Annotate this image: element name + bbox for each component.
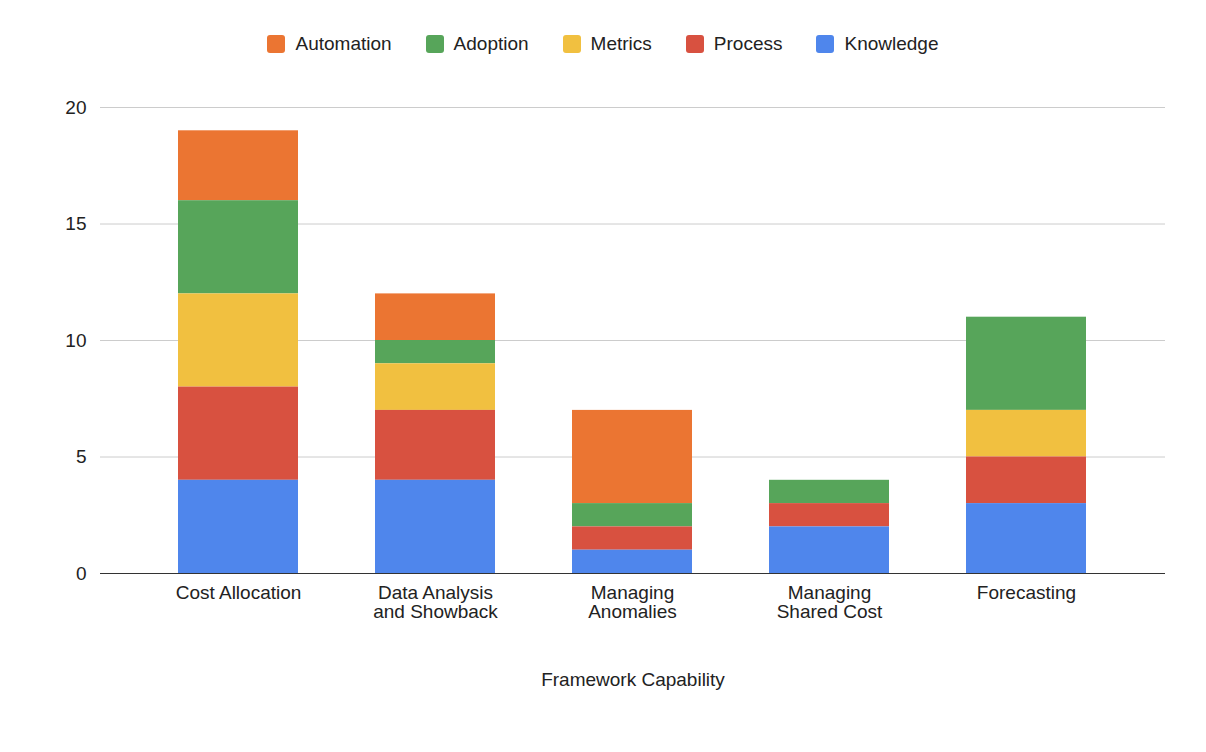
svg-text:Framework Capability: Framework Capability bbox=[541, 669, 725, 690]
svg-text:10: 10 bbox=[65, 330, 86, 351]
svg-text:Data Analysisand Showback: Data Analysisand Showback bbox=[373, 582, 498, 622]
html-text:Knowledge: Knowledge bbox=[844, 33, 939, 54]
svg-text:ManagingAnomalies: ManagingAnomalies bbox=[588, 582, 677, 622]
html-text:Process: Process bbox=[713, 33, 783, 54]
html-text:Automation: Automation bbox=[295, 33, 392, 54]
svg-text:5: 5 bbox=[76, 446, 87, 467]
svg-text:15: 15 bbox=[65, 213, 86, 234]
svg-text:ManagingShared Cost: ManagingShared Cost bbox=[777, 582, 883, 622]
svg-text:Forecasting: Forecasting bbox=[977, 582, 1076, 603]
svg-text:Cost Allocation: Cost Allocation bbox=[176, 582, 302, 603]
svg-text:0: 0 bbox=[76, 563, 87, 584]
html-text:Metrics: Metrics bbox=[590, 33, 652, 54]
html-text:Adoption: Adoption bbox=[453, 33, 529, 54]
svg-text:20: 20 bbox=[65, 97, 86, 118]
